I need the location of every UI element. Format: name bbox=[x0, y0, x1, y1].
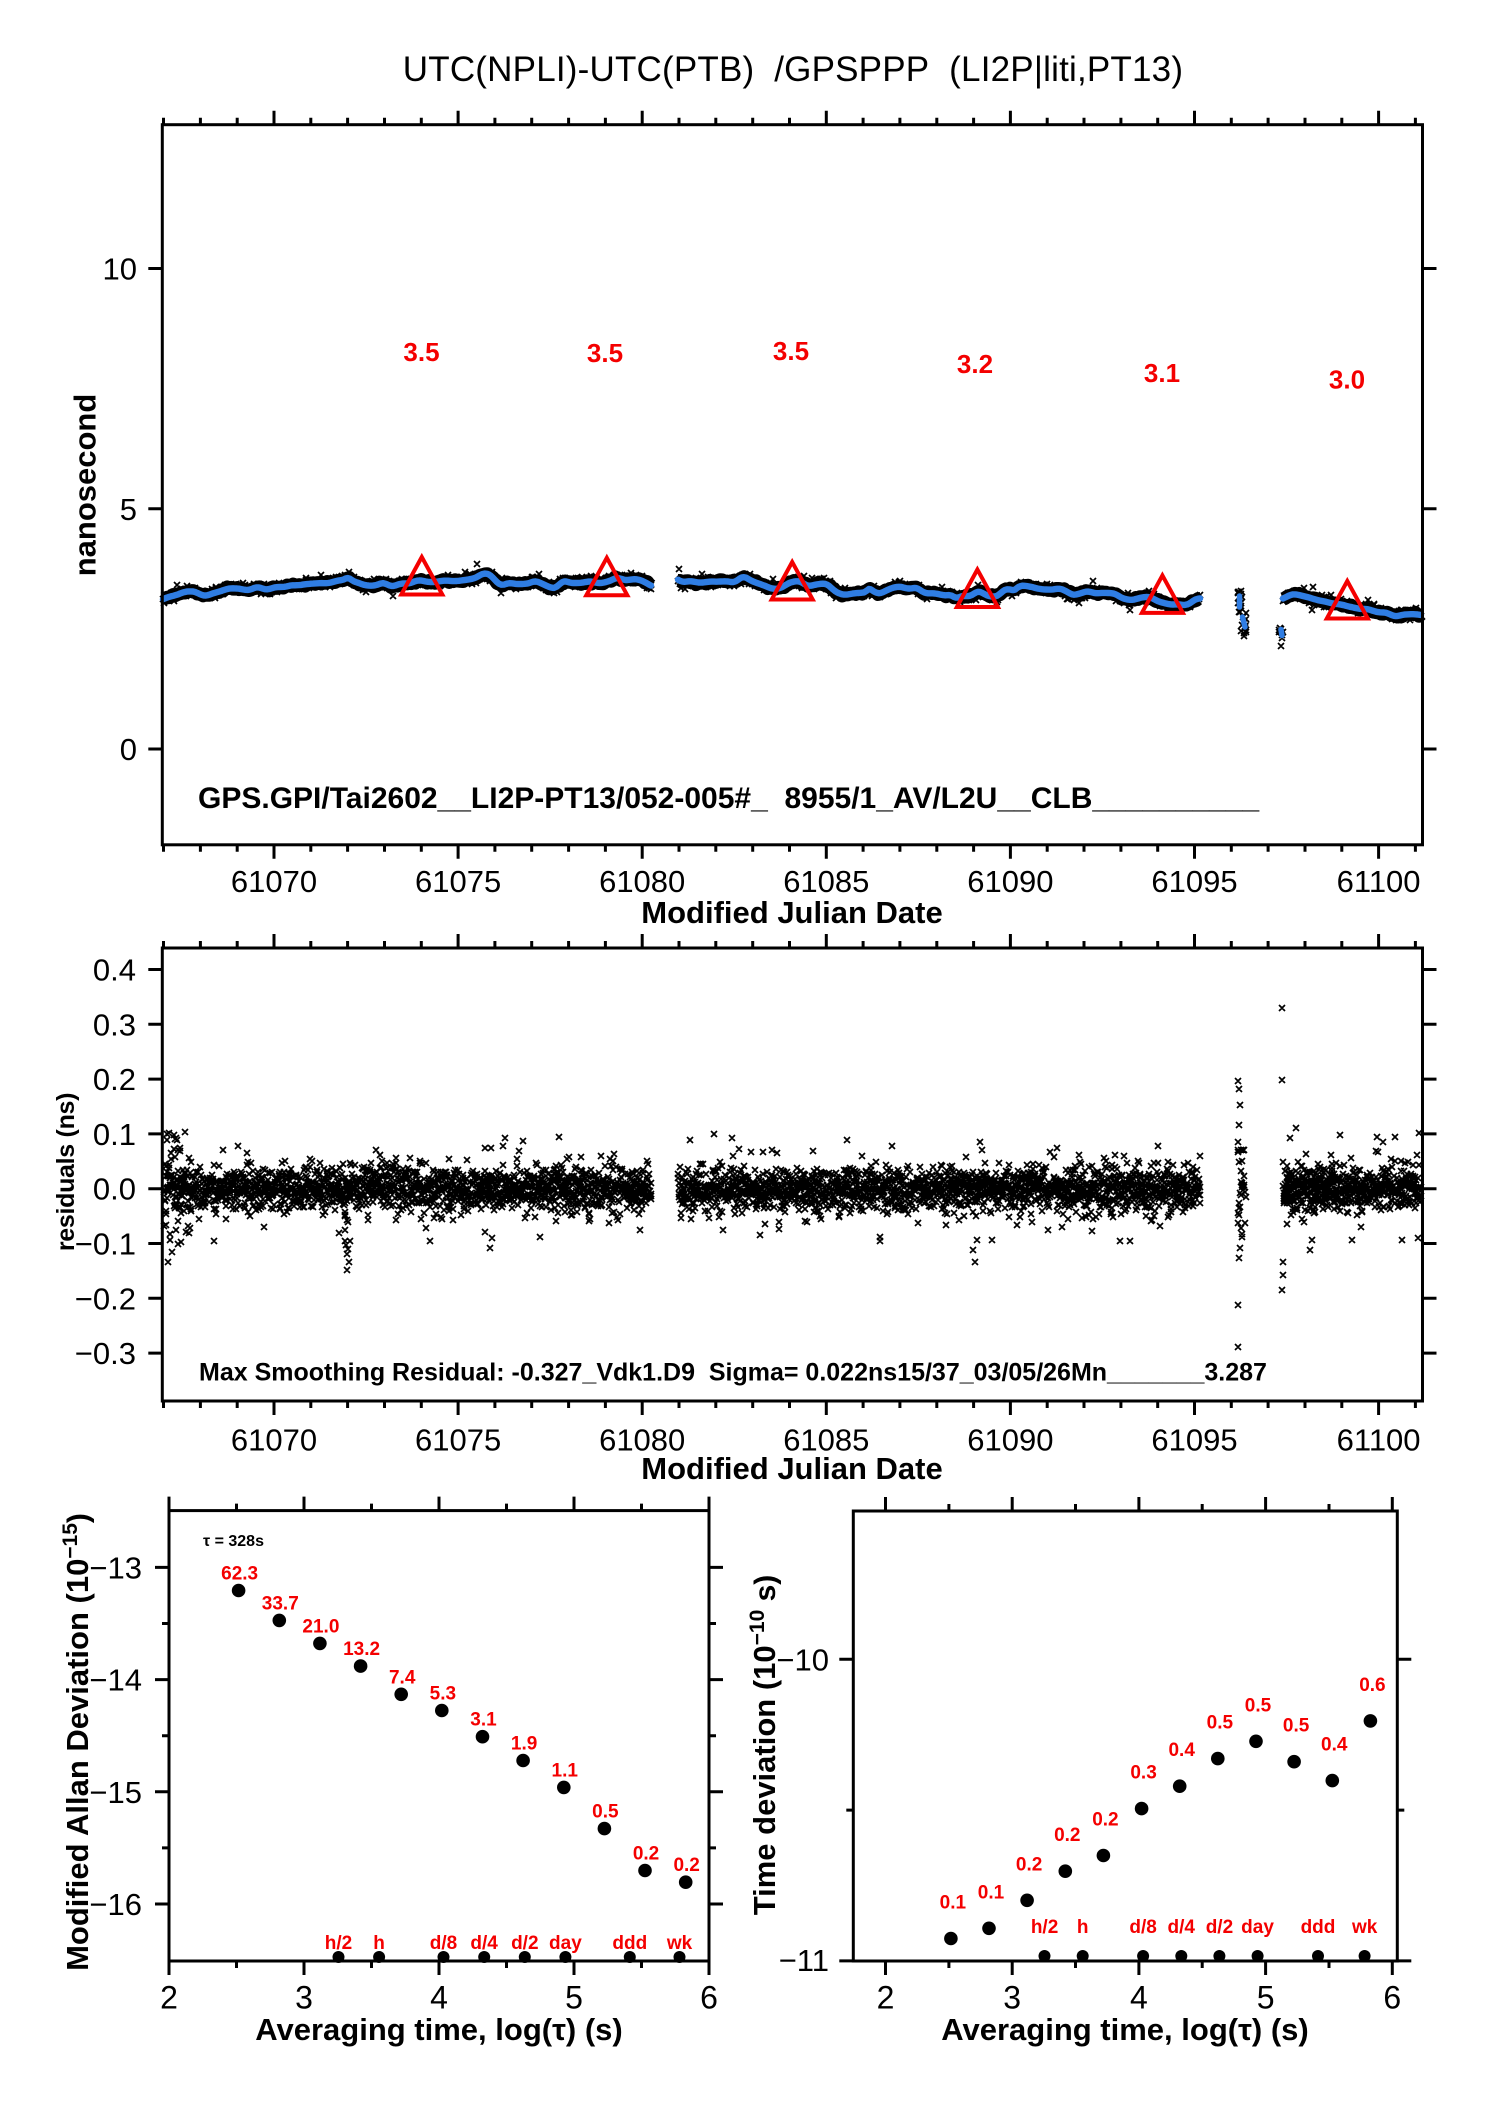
svg-text:33.7: 33.7 bbox=[262, 1593, 299, 1614]
svg-text:0.5: 0.5 bbox=[1283, 1716, 1310, 1737]
svg-text:61085: 61085 bbox=[783, 1423, 869, 1458]
svg-text:Modified Allan Deviation (10−1: Modified Allan Deviation (10−15) bbox=[59, 1513, 95, 1971]
svg-text:3.5: 3.5 bbox=[773, 336, 809, 366]
svg-text:3.1: 3.1 bbox=[1144, 358, 1180, 388]
svg-text:61070: 61070 bbox=[231, 1423, 317, 1458]
svg-text:d/8: d/8 bbox=[430, 1933, 457, 1954]
svg-text:0.5: 0.5 bbox=[1207, 1713, 1234, 1734]
svg-text:Max Smoothing Residual: -0.327: Max Smoothing Residual: -0.327_Vdk1.D9 S… bbox=[199, 1359, 1267, 1387]
svg-text:3.2: 3.2 bbox=[957, 349, 993, 379]
svg-text:−0.2: −0.2 bbox=[75, 1281, 136, 1316]
svg-text:0.5: 0.5 bbox=[1245, 1695, 1272, 1716]
svg-text:61090: 61090 bbox=[967, 864, 1053, 899]
svg-text:UTC(NPLI)-UTC(PTB) /GPSPPP (: UTC(NPLI)-UTC(PTB) /GPSPPP (LI2P|liti,PT… bbox=[403, 50, 1183, 89]
svg-text:d/2: d/2 bbox=[511, 1933, 538, 1954]
svg-text:τ = 328s: τ = 328s bbox=[203, 1533, 264, 1550]
svg-text:3.5: 3.5 bbox=[587, 338, 623, 368]
svg-text:21.0: 21.0 bbox=[302, 1616, 339, 1637]
svg-text:−15: −15 bbox=[89, 1775, 142, 1810]
svg-text:4: 4 bbox=[1130, 1980, 1148, 2016]
svg-text:5: 5 bbox=[565, 1980, 583, 2016]
svg-text:day: day bbox=[1241, 1917, 1274, 1938]
svg-text:0.3: 0.3 bbox=[1130, 1763, 1156, 1784]
svg-text:0.2: 0.2 bbox=[633, 1844, 659, 1865]
svg-text:h/2: h/2 bbox=[325, 1933, 352, 1954]
svg-text:0.5: 0.5 bbox=[592, 1802, 619, 1823]
svg-text:wk: wk bbox=[666, 1933, 693, 1954]
svg-text:d/4: d/4 bbox=[470, 1933, 498, 1954]
svg-text:5: 5 bbox=[120, 492, 137, 527]
svg-text:day: day bbox=[549, 1933, 582, 1954]
svg-text:ddd: ddd bbox=[612, 1933, 647, 1954]
svg-text:−14: −14 bbox=[89, 1663, 142, 1698]
svg-text:Modified Julian Date: Modified Julian Date bbox=[641, 895, 942, 930]
svg-text:61075: 61075 bbox=[415, 864, 501, 899]
svg-text:3.0: 3.0 bbox=[1329, 365, 1365, 395]
svg-text:61100: 61100 bbox=[1337, 864, 1421, 899]
svg-text:1.1: 1.1 bbox=[552, 1760, 579, 1781]
svg-text:0.3: 0.3 bbox=[93, 1007, 136, 1042]
svg-text:0.2: 0.2 bbox=[1092, 1810, 1118, 1831]
svg-text:0.1: 0.1 bbox=[93, 1117, 136, 1152]
svg-text:3.5: 3.5 bbox=[403, 337, 439, 367]
svg-text:61075: 61075 bbox=[415, 1423, 501, 1458]
svg-text:6: 6 bbox=[700, 1980, 718, 2016]
svg-text:7.4: 7.4 bbox=[389, 1667, 416, 1688]
svg-text:0.2: 0.2 bbox=[673, 1855, 699, 1876]
svg-text:ddd: ddd bbox=[1301, 1917, 1336, 1938]
svg-text:−10: −10 bbox=[776, 1642, 829, 1677]
svg-text:−0.3: −0.3 bbox=[75, 1336, 136, 1371]
svg-text:0.4: 0.4 bbox=[93, 953, 136, 988]
svg-text:61100: 61100 bbox=[1337, 1423, 1421, 1458]
svg-text:Averaging time, log(τ) (s): Averaging time, log(τ) (s) bbox=[941, 2012, 1309, 2047]
svg-text:61070: 61070 bbox=[231, 864, 317, 899]
svg-text:61095: 61095 bbox=[1151, 864, 1237, 899]
svg-text:0.4: 0.4 bbox=[1321, 1735, 1348, 1756]
svg-text:1.9: 1.9 bbox=[511, 1734, 537, 1755]
svg-text:−13: −13 bbox=[89, 1550, 142, 1585]
svg-text:−16: −16 bbox=[89, 1887, 142, 1922]
svg-text:62.3: 62.3 bbox=[221, 1564, 258, 1585]
svg-text:nanosecond: nanosecond bbox=[68, 394, 103, 577]
svg-text:0: 0 bbox=[120, 732, 137, 767]
svg-text:61085: 61085 bbox=[783, 864, 869, 899]
svg-text:h: h bbox=[1077, 1917, 1089, 1938]
svg-text:5.3: 5.3 bbox=[430, 1684, 456, 1705]
svg-text:3: 3 bbox=[1003, 1980, 1021, 2016]
svg-text:0.4: 0.4 bbox=[1168, 1740, 1195, 1761]
svg-text:0.2: 0.2 bbox=[1016, 1854, 1042, 1875]
svg-text:3: 3 bbox=[295, 1980, 313, 2016]
svg-text:61080: 61080 bbox=[599, 864, 685, 899]
svg-text:61095: 61095 bbox=[1151, 1423, 1237, 1458]
svg-text:0.1: 0.1 bbox=[940, 1893, 967, 1914]
svg-text:0.2: 0.2 bbox=[1054, 1825, 1080, 1846]
svg-text:d/4: d/4 bbox=[1168, 1917, 1196, 1938]
svg-text:6: 6 bbox=[1383, 1980, 1401, 2016]
svg-text:10: 10 bbox=[103, 252, 137, 287]
svg-text:−11: −11 bbox=[779, 1943, 829, 1978]
svg-text:0.0: 0.0 bbox=[93, 1172, 136, 1207]
svg-text:0.2: 0.2 bbox=[93, 1062, 136, 1097]
svg-text:2: 2 bbox=[877, 1980, 895, 2016]
svg-text:5: 5 bbox=[1257, 1980, 1275, 2016]
svg-text:Averaging time, log(τ) (s): Averaging time, log(τ) (s) bbox=[255, 2012, 623, 2047]
svg-text:d/8: d/8 bbox=[1129, 1917, 1156, 1938]
svg-text:GPS.GPI/Tai2602__LI2P-PT13/052: GPS.GPI/Tai2602__LI2P-PT13/052-005#_ 895… bbox=[198, 782, 1260, 815]
svg-text:0.1: 0.1 bbox=[978, 1882, 1005, 1903]
svg-text:13.2: 13.2 bbox=[343, 1639, 380, 1660]
svg-text:−0.1: −0.1 bbox=[75, 1227, 136, 1262]
svg-text:61090: 61090 bbox=[967, 1423, 1053, 1458]
svg-text:2: 2 bbox=[160, 1980, 178, 2016]
svg-text:0.6: 0.6 bbox=[1359, 1675, 1385, 1696]
svg-text:h/2: h/2 bbox=[1031, 1917, 1058, 1938]
svg-text:d/2: d/2 bbox=[1206, 1917, 1233, 1938]
svg-text:61080: 61080 bbox=[599, 1423, 685, 1458]
svg-text:h: h bbox=[373, 1933, 385, 1954]
svg-text:4: 4 bbox=[430, 1980, 448, 2016]
svg-text:wk: wk bbox=[1351, 1917, 1378, 1938]
svg-text:Modified Julian Date: Modified Julian Date bbox=[641, 1451, 942, 1486]
svg-text:3.1: 3.1 bbox=[470, 1710, 497, 1731]
svg-text:residuals (ns): residuals (ns) bbox=[52, 1093, 80, 1251]
